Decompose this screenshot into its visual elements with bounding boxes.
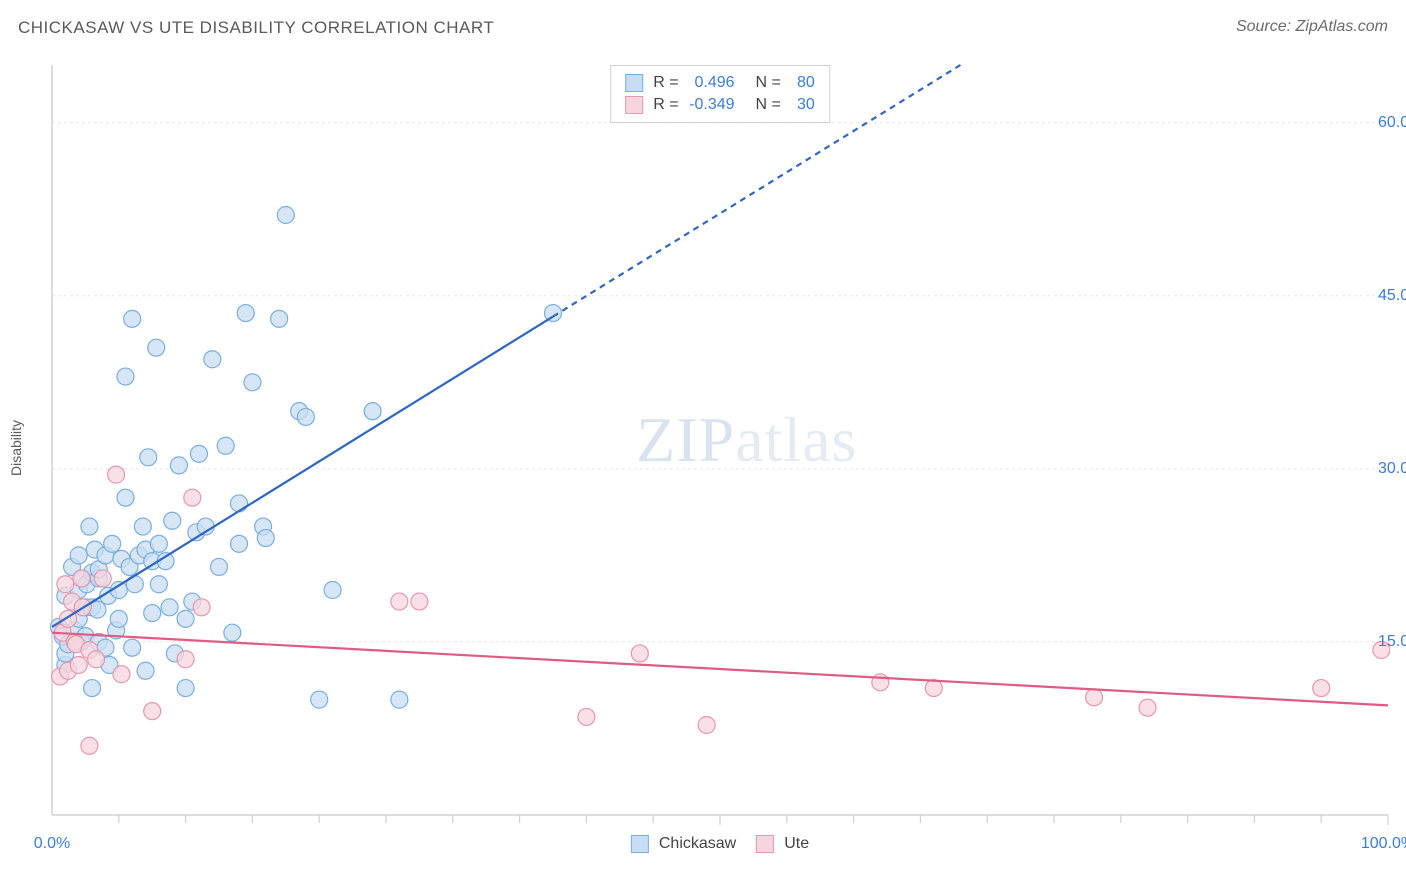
legend-swatch: [756, 835, 774, 853]
stat-n-label: N =: [755, 72, 780, 94]
chart-title: CHICKASAW VS UTE DISABILITY CORRELATION …: [18, 18, 494, 37]
stat-r-value: 0.496: [685, 72, 735, 94]
stat-n-value: 30: [787, 94, 815, 116]
legend-label: Chickasaw: [659, 835, 736, 853]
stats-row: R = 0.496 N = 80: [625, 72, 815, 94]
stats-box: R = 0.496 N = 80 R = -0.349 N = 30: [610, 65, 830, 123]
chart-source: Source: ZipAtlas.com: [1236, 18, 1388, 36]
x-tick-label-left: 0.0%: [34, 835, 70, 853]
chart-area: Disability ZIPatlas R =0.496 N =80R =-0.…: [50, 55, 1390, 825]
y-tick-label: 60.0%: [1378, 114, 1406, 132]
y-tick-label: 30.0%: [1378, 460, 1406, 478]
scatter-plot: [50, 55, 1390, 825]
stat-r-label: R =: [653, 94, 678, 116]
legend-item: Chickasaw: [631, 835, 736, 853]
legend-swatch: [631, 835, 649, 853]
chart-header: CHICKASAW VS UTE DISABILITY CORRELATION …: [18, 18, 1388, 48]
legend-swatch: [625, 96, 643, 114]
y-tick-label: 45.0%: [1378, 287, 1406, 305]
legend-swatch: [625, 74, 643, 92]
stat-r-value: -0.349: [685, 94, 735, 116]
legend-item: Ute: [756, 835, 809, 853]
legend-label: Ute: [784, 835, 809, 853]
x-tick-label-right: 100.0%: [1361, 835, 1406, 853]
bottom-legend: Chickasaw Ute: [631, 835, 809, 853]
y-axis-label: Disability: [8, 420, 24, 476]
stats-row: R = -0.349 N = 30: [625, 94, 815, 116]
stat-n-label: N =: [755, 94, 780, 116]
stat-n-value: 80: [787, 72, 815, 94]
y-tick-label: 15.0%: [1378, 633, 1406, 651]
stat-r-label: R =: [653, 72, 678, 94]
